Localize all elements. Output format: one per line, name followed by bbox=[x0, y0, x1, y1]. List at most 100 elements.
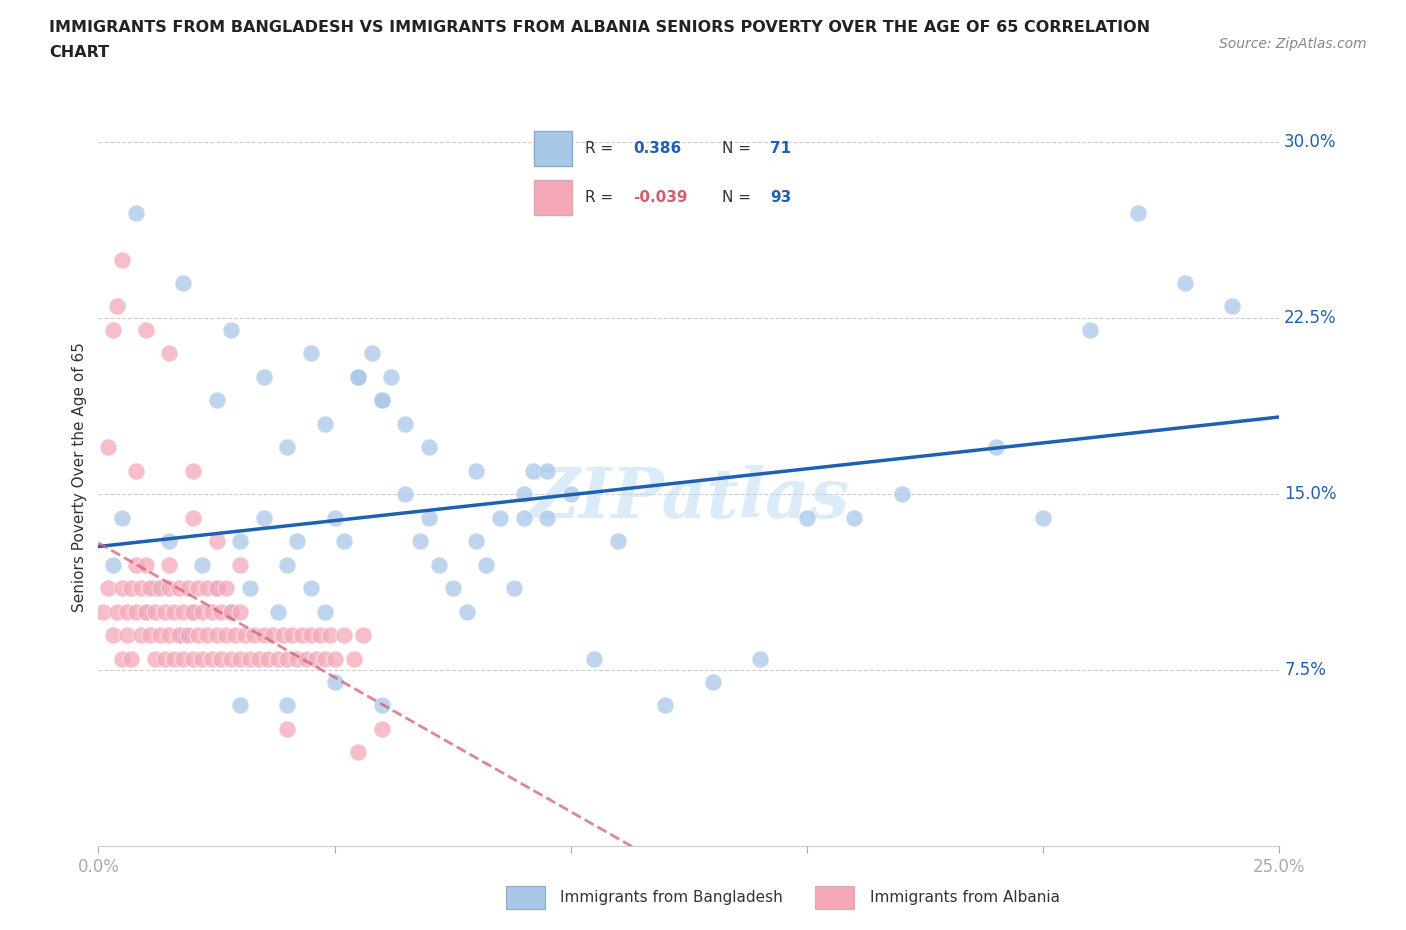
Point bbox=[195, 580, 218, 595]
Point bbox=[267, 651, 290, 666]
Point bbox=[163, 651, 186, 666]
Point bbox=[115, 604, 138, 619]
Point bbox=[135, 604, 157, 619]
Point bbox=[172, 275, 194, 290]
Point bbox=[195, 628, 218, 643]
Point bbox=[224, 628, 246, 643]
Point bbox=[181, 604, 204, 619]
Point bbox=[536, 463, 558, 478]
Point bbox=[276, 698, 298, 713]
Point bbox=[247, 651, 270, 666]
Point bbox=[153, 604, 176, 619]
Point bbox=[1220, 299, 1243, 314]
Point bbox=[167, 580, 190, 595]
Point bbox=[489, 511, 512, 525]
Point bbox=[323, 511, 346, 525]
Point bbox=[333, 534, 356, 549]
Text: ZIPatlas: ZIPatlas bbox=[529, 465, 849, 533]
Point bbox=[191, 651, 214, 666]
Point bbox=[157, 346, 180, 361]
Point bbox=[361, 346, 384, 361]
Point bbox=[172, 628, 194, 643]
Point bbox=[187, 628, 209, 643]
Point bbox=[607, 534, 630, 549]
Point bbox=[125, 604, 148, 619]
Point bbox=[536, 511, 558, 525]
Point bbox=[177, 628, 200, 643]
Point bbox=[205, 534, 228, 549]
Point bbox=[522, 463, 544, 478]
Point bbox=[181, 651, 204, 666]
Point bbox=[129, 628, 152, 643]
Point bbox=[143, 580, 166, 595]
Point bbox=[111, 252, 134, 267]
Point bbox=[139, 628, 162, 643]
Point bbox=[583, 651, 606, 666]
Point bbox=[380, 369, 402, 384]
Point bbox=[371, 392, 394, 407]
Point bbox=[441, 580, 464, 595]
Point bbox=[229, 557, 252, 572]
Point bbox=[105, 604, 128, 619]
Point bbox=[371, 698, 394, 713]
Point bbox=[299, 346, 322, 361]
Text: 15.0%: 15.0% bbox=[1284, 485, 1337, 503]
Point bbox=[323, 674, 346, 689]
Point bbox=[209, 651, 232, 666]
Point bbox=[290, 628, 312, 643]
Point bbox=[229, 651, 252, 666]
Text: CHART: CHART bbox=[49, 45, 110, 60]
Point bbox=[157, 628, 180, 643]
Point bbox=[181, 604, 204, 619]
Point bbox=[342, 651, 364, 666]
Point bbox=[172, 604, 194, 619]
Point bbox=[890, 486, 912, 501]
Point bbox=[299, 628, 322, 643]
Text: 7.5%: 7.5% bbox=[1284, 661, 1326, 679]
Point bbox=[229, 698, 252, 713]
Point bbox=[181, 511, 204, 525]
Point bbox=[191, 604, 214, 619]
Point bbox=[844, 511, 866, 525]
Point bbox=[418, 440, 440, 455]
Text: Source: ZipAtlas.com: Source: ZipAtlas.com bbox=[1219, 37, 1367, 51]
Point bbox=[253, 369, 276, 384]
Point bbox=[149, 580, 172, 595]
Point bbox=[157, 534, 180, 549]
Point bbox=[125, 206, 148, 220]
Point bbox=[101, 323, 124, 338]
Point bbox=[394, 417, 416, 432]
Point bbox=[219, 604, 242, 619]
Point bbox=[167, 628, 190, 643]
Point bbox=[191, 557, 214, 572]
Point bbox=[347, 369, 370, 384]
Point bbox=[253, 511, 276, 525]
Point bbox=[233, 628, 256, 643]
Point bbox=[314, 417, 336, 432]
Point bbox=[143, 604, 166, 619]
Point bbox=[205, 628, 228, 643]
Text: IMMIGRANTS FROM BANGLADESH VS IMMIGRANTS FROM ALBANIA SENIORS POVERTY OVER THE A: IMMIGRANTS FROM BANGLADESH VS IMMIGRANTS… bbox=[49, 20, 1150, 35]
Point bbox=[456, 604, 478, 619]
Point bbox=[229, 534, 252, 549]
Point bbox=[187, 580, 209, 595]
Y-axis label: Seniors Poverty Over the Age of 65: Seniors Poverty Over the Age of 65 bbox=[72, 341, 87, 612]
Point bbox=[157, 580, 180, 595]
Point bbox=[163, 604, 186, 619]
Point bbox=[984, 440, 1007, 455]
Point bbox=[215, 628, 238, 643]
Text: 30.0%: 30.0% bbox=[1284, 133, 1337, 152]
Point bbox=[276, 557, 298, 572]
Point bbox=[243, 628, 266, 643]
Point bbox=[305, 651, 328, 666]
Point bbox=[276, 722, 298, 737]
Point bbox=[219, 604, 242, 619]
Point bbox=[394, 486, 416, 501]
Point bbox=[205, 580, 228, 595]
Point bbox=[149, 628, 172, 643]
Point bbox=[157, 557, 180, 572]
Point bbox=[229, 604, 252, 619]
Point bbox=[295, 651, 318, 666]
Point bbox=[121, 580, 143, 595]
Point bbox=[281, 628, 304, 643]
